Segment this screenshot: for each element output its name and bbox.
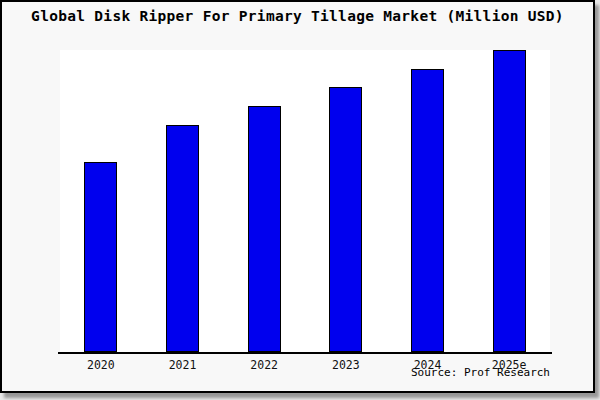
bar-2020 — [84, 162, 117, 352]
bar-2022 — [248, 106, 281, 352]
chart-title: Global Disk Ripper For Primary Tillage M… — [2, 8, 593, 24]
source-note: Source: Prof Research — [2, 366, 550, 379]
x-axis-line — [58, 352, 552, 354]
chart-frame: Global Disk Ripper For Primary Tillage M… — [0, 0, 595, 393]
bar-2021 — [166, 125, 199, 352]
bar-2024 — [411, 69, 444, 352]
bar-2025e — [493, 50, 526, 352]
bar-2023 — [329, 87, 362, 352]
plot-area — [60, 50, 550, 352]
